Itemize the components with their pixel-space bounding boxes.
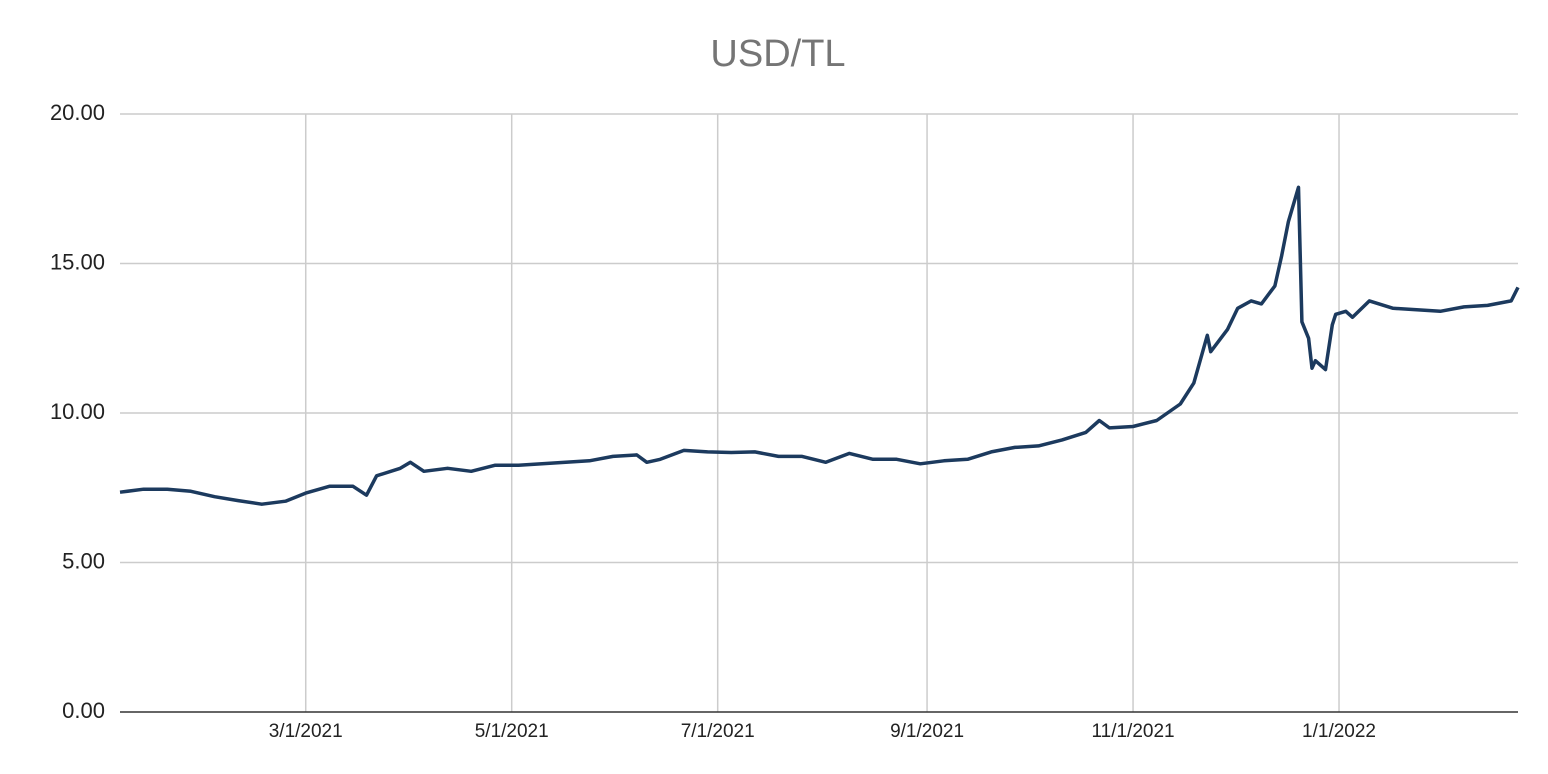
x-tick-label: 11/1/2021 — [1091, 721, 1174, 742]
y-tick-label: 20.00 — [50, 100, 105, 125]
x-tick-label: 3/1/2021 — [269, 721, 343, 742]
x-tick-label: 7/1/2021 — [681, 721, 755, 742]
line-series — [119, 185, 1520, 506]
x-tick-label: 1/1/2022 — [1302, 721, 1376, 742]
y-tick-label: 5.00 — [62, 548, 105, 573]
y-tick-label: 0.00 — [62, 698, 105, 723]
y-tick-label: 15.00 — [50, 249, 105, 274]
chart-title: USD/TL — [710, 33, 845, 75]
x-tick-label: 9/1/2021 — [890, 721, 964, 742]
x-tick-label: 5/1/2021 — [475, 721, 549, 742]
y-tick-label: 10.00 — [50, 399, 105, 424]
